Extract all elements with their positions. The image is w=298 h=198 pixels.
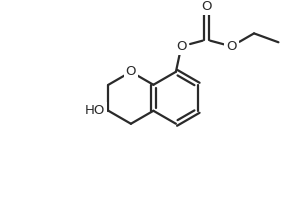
Text: O: O (176, 40, 187, 53)
Text: HO: HO (84, 104, 105, 117)
Text: O: O (226, 40, 237, 53)
Text: O: O (126, 65, 136, 78)
Text: O: O (201, 0, 212, 13)
